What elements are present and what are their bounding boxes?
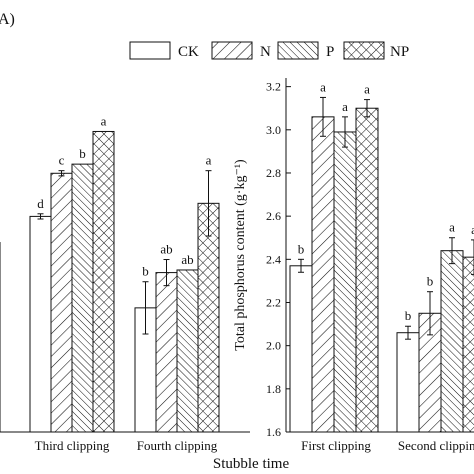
x-tick-label: Fourth clipping xyxy=(137,438,218,453)
y-tick-label: 3.0 xyxy=(266,123,281,137)
significance-letter: d xyxy=(37,196,44,211)
x-tick-label: ...g xyxy=(0,438,1,453)
significance-letter: b xyxy=(427,274,434,289)
x-tick-label: First clipping xyxy=(301,438,371,453)
panel-label: A) xyxy=(0,11,15,28)
legend-swatch-p xyxy=(277,41,319,60)
y-tick-label: 2.6 xyxy=(266,209,281,223)
x-axis-title: Stubble time xyxy=(213,456,290,472)
y-tick-label: 2.4 xyxy=(266,252,281,266)
legend-label-ck: CK xyxy=(178,44,199,60)
y-tick-label: 3.2 xyxy=(266,80,281,94)
bar-ck xyxy=(289,265,313,433)
significance-letter: a xyxy=(320,79,326,94)
significance-letter: ab xyxy=(181,252,193,267)
bar-n xyxy=(50,172,73,433)
significance-letter: a xyxy=(449,220,455,235)
significance-letter: a xyxy=(101,113,107,128)
significance-letter: a xyxy=(471,222,474,237)
significance-letter: b xyxy=(298,241,305,256)
x-tick-label: Third clipping xyxy=(35,438,110,453)
legend-label-n: N xyxy=(260,44,271,60)
bar-np xyxy=(197,202,220,433)
bar-ck xyxy=(29,215,52,433)
significance-letter: b xyxy=(142,264,149,279)
legend: CK N P NP xyxy=(129,41,409,60)
bar-p xyxy=(71,163,94,433)
legend-swatch-n xyxy=(211,41,253,60)
y-tick-label: 2.2 xyxy=(266,295,281,309)
y-tick-label: 1.8 xyxy=(266,382,281,396)
y-tick-label: 2.8 xyxy=(266,166,281,180)
significance-letter: a xyxy=(206,153,212,168)
y-tick-label: 1.6 xyxy=(266,425,281,439)
bar-p xyxy=(440,250,464,433)
significance-letter: c xyxy=(59,153,65,168)
significance-letter: a xyxy=(364,82,370,97)
bar-ck xyxy=(396,332,420,433)
right-chart: 1.6 1.8 2.0 2.2 2.4 2.6 2.8 3.0 3.2 Total phospho… xyxy=(233,78,474,453)
y-axis-title: Total phosphorus content (g·kg⁻¹) xyxy=(233,159,248,351)
bar-np xyxy=(92,130,115,433)
significance-letter: a xyxy=(342,99,348,114)
legend-label-np: NP xyxy=(390,44,409,60)
bar-n xyxy=(155,272,178,433)
bar-np xyxy=(462,256,474,433)
significance-letter: b xyxy=(405,308,412,323)
x-tick-label: Second clipping xyxy=(398,438,474,453)
legend-label-p: P xyxy=(326,44,334,60)
y-tick-label: 2.0 xyxy=(266,339,281,353)
significance-letter: ab xyxy=(160,242,172,257)
bar-np xyxy=(355,107,379,433)
legend-swatch-ck xyxy=(129,41,171,60)
legend-swatch-np xyxy=(343,41,385,60)
bar-p xyxy=(333,131,357,433)
significance-letter: b xyxy=(79,146,86,161)
bar-p xyxy=(176,269,199,433)
bar-n xyxy=(311,116,335,433)
